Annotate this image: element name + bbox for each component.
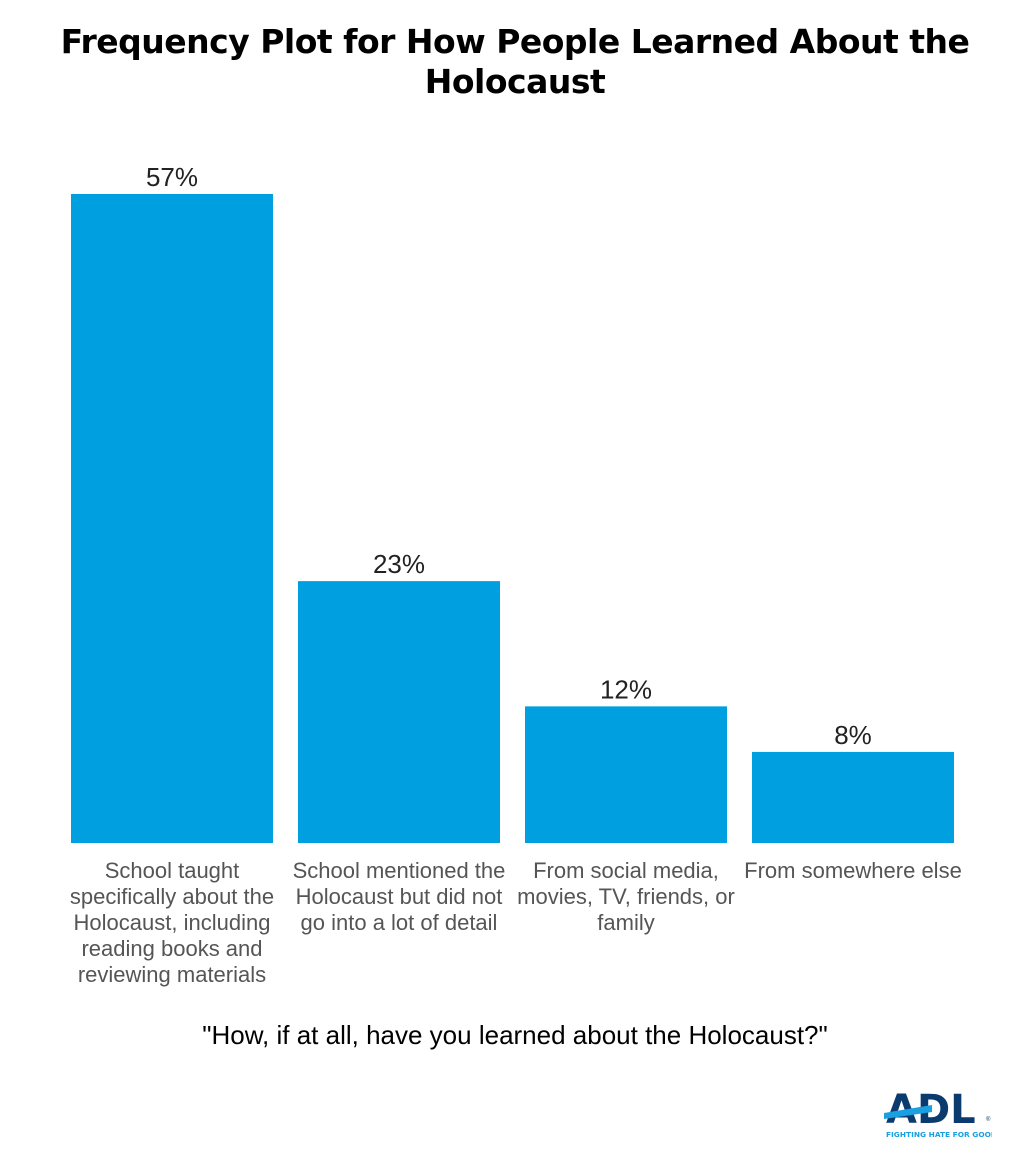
category-label: School mentioned the Holocaust but did n… xyxy=(292,858,506,935)
bar xyxy=(752,751,954,843)
adl-logo: ADL ® FIGHTING HATE FOR GOOD xyxy=(884,1087,992,1139)
bar xyxy=(298,581,500,843)
svg-text:FIGHTING HATE FOR GOOD: FIGHTING HATE FOR GOOD xyxy=(886,1130,992,1139)
bar xyxy=(525,706,727,843)
data-label: 12% xyxy=(600,674,652,704)
data-label: 8% xyxy=(834,720,872,750)
data-label: 23% xyxy=(373,549,425,579)
category-label: From somewhere else xyxy=(744,858,962,883)
category-label: From social media, movies, TV, friends, … xyxy=(517,858,735,935)
category-label: School taught specifically about the Hol… xyxy=(69,858,275,987)
data-label: 57% xyxy=(146,162,198,192)
chart-title: Frequency Plot for How People Learned Ab… xyxy=(60,22,970,101)
svg-text:®: ® xyxy=(986,1116,991,1123)
x-axis-label: "How, if at all, have you learned about … xyxy=(202,1020,828,1050)
bar xyxy=(71,194,273,843)
